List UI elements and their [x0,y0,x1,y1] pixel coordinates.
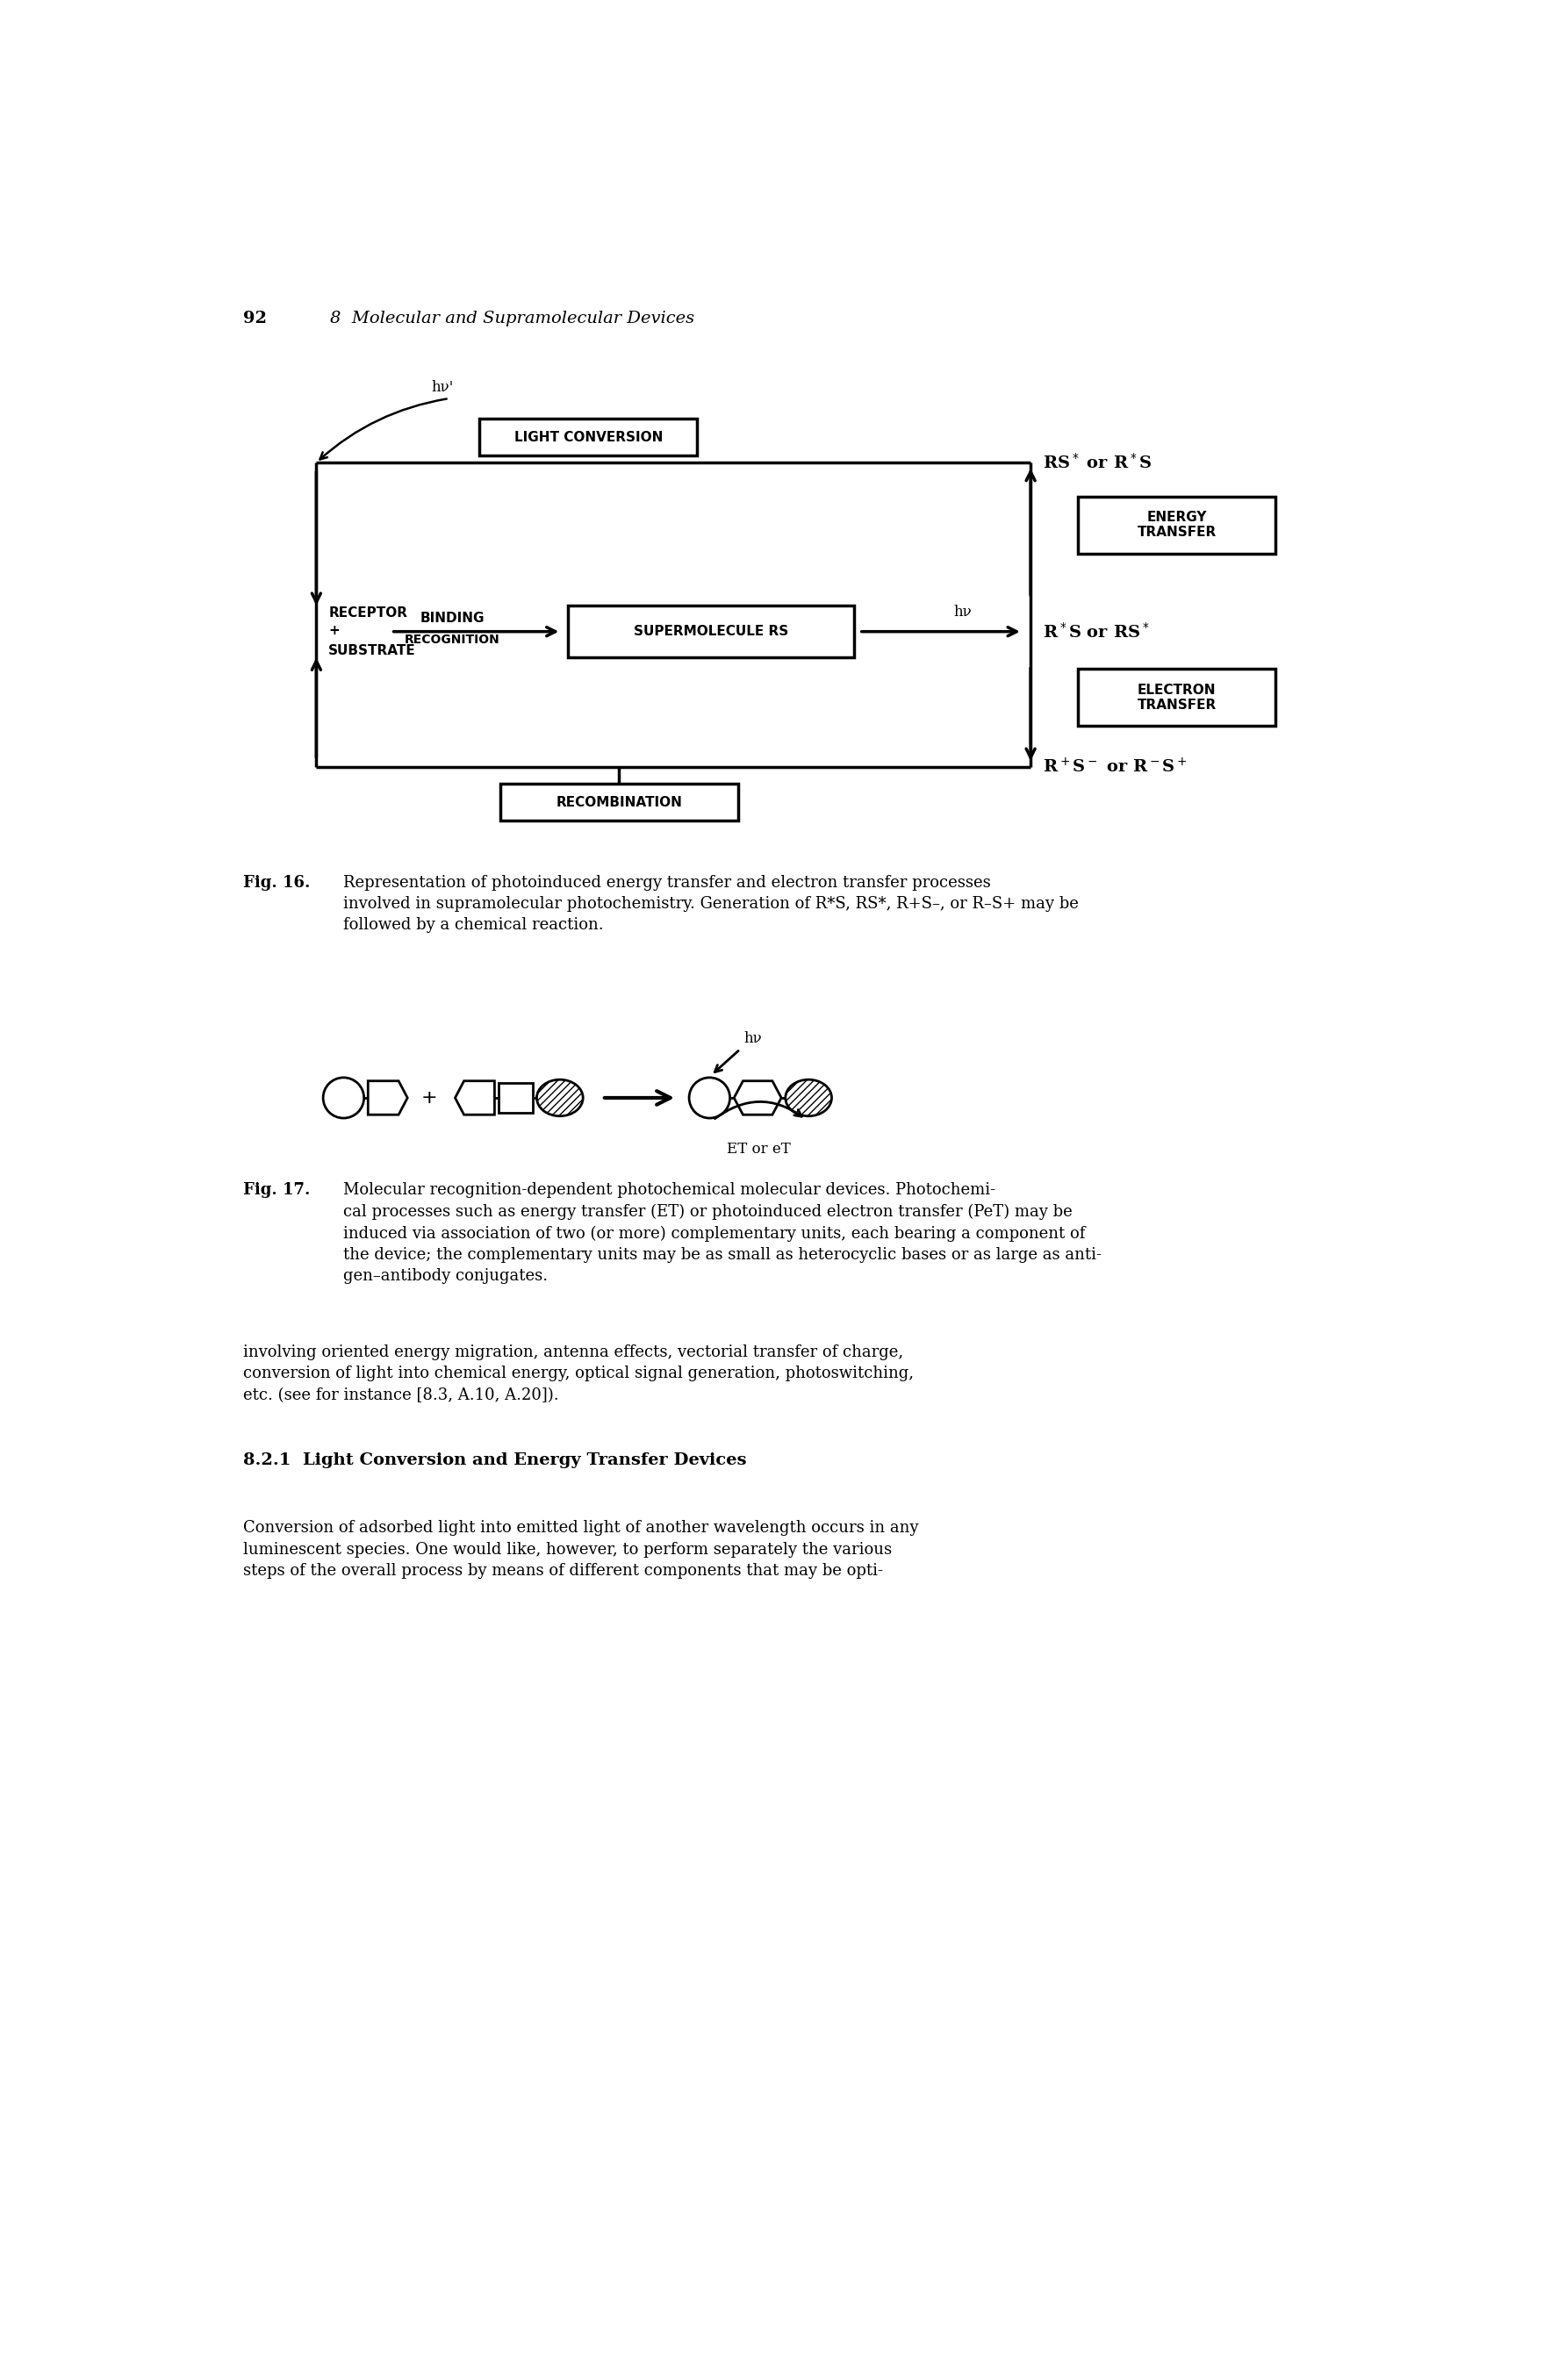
Bar [479,419,698,457]
Text: RECOGNITION: RECOGNITION [405,633,499,645]
Text: Representation of photoinduced energy transfer and electron transfer processes
i: Representation of photoinduced energy tr… [343,876,1079,933]
Text: +: + [329,624,340,638]
Text: 8.2.1  Light Conversion and Energy Transfer Devices: 8.2.1 Light Conversion and Energy Transf… [244,1452,746,1468]
Text: TRANSFER: TRANSFER [1137,697,1216,712]
Text: hν': hν' [431,381,453,395]
Text: hν: hν [954,605,971,619]
Text: Molecular recognition-dependent photochemical molecular devices. Photochemi-
cal: Molecular recognition-dependent photoche… [343,1183,1101,1285]
Text: ELECTRON: ELECTRON [1137,683,1216,697]
Text: SUPERMOLECULE RS: SUPERMOLECULE RS [633,626,788,638]
Text: 92: 92 [244,312,267,326]
Text: ET or eT: ET or eT [727,1142,791,1157]
Text: ENERGY: ENERGY [1146,512,1207,524]
Bar [568,607,853,657]
Text: R$^+$S$^-$ or R$^-$S$^+$: R$^+$S$^-$ or R$^-$S$^+$ [1042,757,1188,776]
Text: +: + [420,1090,437,1107]
Text: hν: hν [743,1031,762,1045]
Text: LIGHT CONVERSION: LIGHT CONVERSION [513,431,662,445]
Ellipse shape [537,1081,583,1116]
Bar [498,1083,532,1114]
Text: R$^*$S or RS$^*$: R$^*$S or RS$^*$ [1042,621,1149,640]
Text: RS$^*$ or R$^*$S: RS$^*$ or R$^*$S [1042,452,1152,471]
Polygon shape [734,1081,782,1114]
Circle shape [689,1078,731,1119]
Bar [1078,669,1275,726]
Text: 8  Molecular and Supramolecular Devices: 8 Molecular and Supramolecular Devices [330,312,695,326]
Text: RECEPTOR: RECEPTOR [329,607,408,619]
Text: RECOMBINATION: RECOMBINATION [555,795,682,809]
Text: Fig. 16.: Fig. 16. [244,876,310,890]
Bar [499,783,738,821]
Text: SUBSTRATE: SUBSTRATE [329,645,416,657]
Bar [1078,497,1275,555]
Text: involving oriented energy migration, antenna effects, vectorial transfer of char: involving oriented energy migration, ant… [244,1345,914,1402]
Polygon shape [454,1081,495,1114]
Ellipse shape [785,1081,831,1116]
Text: Conversion of adsorbed light into emitted light of another wavelength occurs in : Conversion of adsorbed light into emitte… [244,1521,918,1578]
Polygon shape [368,1081,408,1114]
Text: Fig. 17.: Fig. 17. [244,1183,310,1197]
Circle shape [323,1078,364,1119]
Text: TRANSFER: TRANSFER [1137,526,1216,540]
Text: BINDING: BINDING [420,612,484,624]
